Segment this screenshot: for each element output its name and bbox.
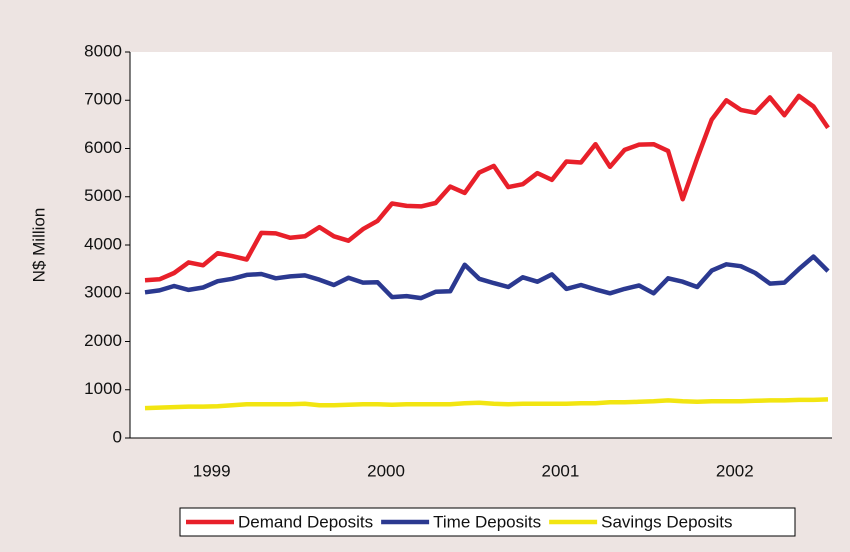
y-tick-label: 1000 (84, 379, 122, 398)
x-tick-label: 2002 (716, 461, 754, 480)
y-tick-label: 5000 (84, 186, 122, 205)
plot-area (130, 52, 832, 438)
line (144, 93, 830, 283)
y-tick-label: 7000 (84, 90, 122, 109)
y-axis-label: N$ Million (29, 208, 48, 283)
y-tick-label: 6000 (84, 138, 122, 157)
y-tick-label: 8000 (84, 41, 122, 60)
y-tick-label: 2000 (84, 331, 122, 350)
x-tick-label: 1999 (193, 461, 231, 480)
y-tick-label: 3000 (84, 283, 122, 302)
y-tick-label: 0 (113, 427, 122, 446)
line (144, 397, 829, 411)
line (144, 254, 830, 301)
x-tick-label: 2000 (367, 461, 405, 480)
legend-box (179, 507, 796, 537)
legend-label: Time Deposits (433, 512, 541, 531)
legend-label: Demand Deposits (238, 512, 373, 531)
x-tick-label: 2001 (542, 461, 580, 480)
y-tick-label: 4000 (84, 234, 122, 253)
legend-label: Savings Deposits (601, 512, 732, 531)
